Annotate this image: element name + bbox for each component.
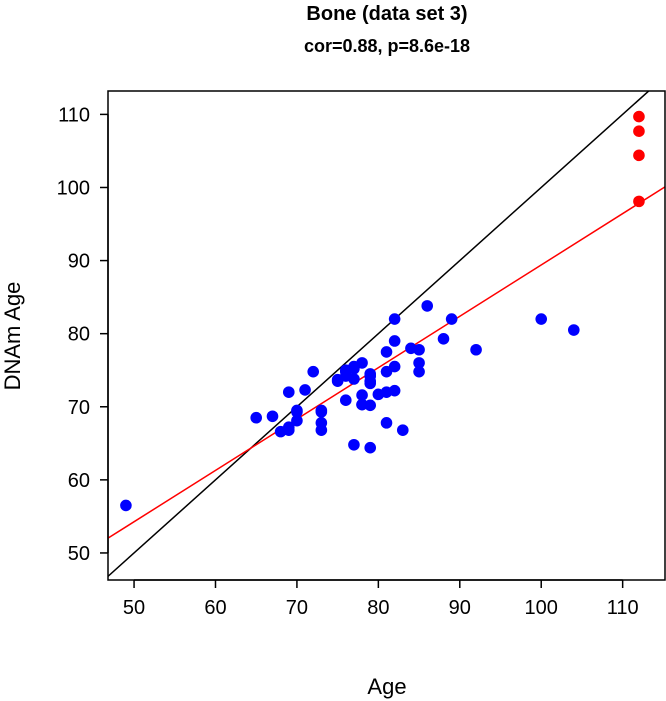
highlight-point	[633, 149, 645, 162]
main-point	[388, 313, 401, 325]
main-point	[282, 421, 295, 434]
highlight-point	[633, 195, 645, 208]
main-point	[388, 384, 401, 397]
main-point	[348, 438, 360, 451]
y-tick-label: 100	[57, 177, 90, 199]
reference-lines	[108, 91, 666, 577]
main-point	[291, 406, 303, 418]
main-point	[413, 343, 425, 356]
main-point	[413, 357, 425, 369]
x-tick-label: 50	[123, 597, 145, 619]
x-tick-label: 70	[286, 597, 308, 619]
main-point	[299, 384, 311, 396]
main-point	[567, 324, 580, 336]
x-tick-label: 90	[449, 597, 471, 619]
main-point	[364, 399, 377, 412]
main-point	[380, 346, 393, 358]
main-point	[380, 417, 393, 429]
main-point	[356, 389, 368, 401]
main-point	[388, 360, 401, 373]
y-tick-label: 70	[68, 397, 90, 419]
y-tick-label: 50	[68, 543, 90, 565]
data-points	[120, 110, 645, 512]
main-point	[364, 368, 377, 380]
main-point	[250, 411, 263, 424]
y-tick-label: 60	[68, 470, 90, 492]
main-point	[307, 365, 320, 378]
x-tick-label: 100	[525, 597, 558, 619]
main-point	[421, 300, 434, 312]
main-point	[339, 394, 352, 406]
chart-title: Bone (data set 3)	[306, 3, 467, 25]
main-point	[437, 332, 450, 345]
main-point	[445, 313, 458, 325]
main-point	[356, 357, 368, 369]
y-tick-label: 80	[68, 324, 90, 346]
main-point	[348, 373, 360, 385]
main-point	[388, 335, 401, 347]
y-tick-label: 110	[58, 104, 90, 126]
y-axis-label: DNAm Age	[0, 282, 25, 391]
main-point	[282, 386, 295, 398]
main-point	[120, 499, 132, 512]
chart-subtitle: cor=0.88, p=8.6e-18	[304, 36, 470, 56]
highlight-point	[633, 125, 645, 138]
plot-frame	[107, 90, 666, 581]
main-point	[364, 441, 377, 454]
x-axis: 50 60 70 80 90 100 110	[123, 579, 639, 619]
main-point	[266, 410, 279, 423]
main-point	[315, 404, 328, 417]
x-axis-label: Age	[367, 674, 406, 699]
y-axis: 50 60 70 80 90 100 110	[57, 104, 109, 565]
main-point	[364, 377, 377, 390]
x-tick-label: 110	[607, 597, 639, 619]
x-tick-label: 80	[367, 597, 389, 619]
main-point	[470, 343, 482, 356]
main-point	[315, 417, 328, 429]
regression-line	[108, 186, 666, 539]
identity-line	[108, 91, 650, 577]
main-point	[413, 365, 425, 378]
main-point	[291, 414, 303, 427]
main-point	[396, 424, 409, 436]
main-point	[535, 313, 548, 325]
y-tick-label: 90	[68, 251, 90, 273]
x-tick-label: 60	[204, 597, 226, 619]
highlight-point	[633, 110, 645, 123]
